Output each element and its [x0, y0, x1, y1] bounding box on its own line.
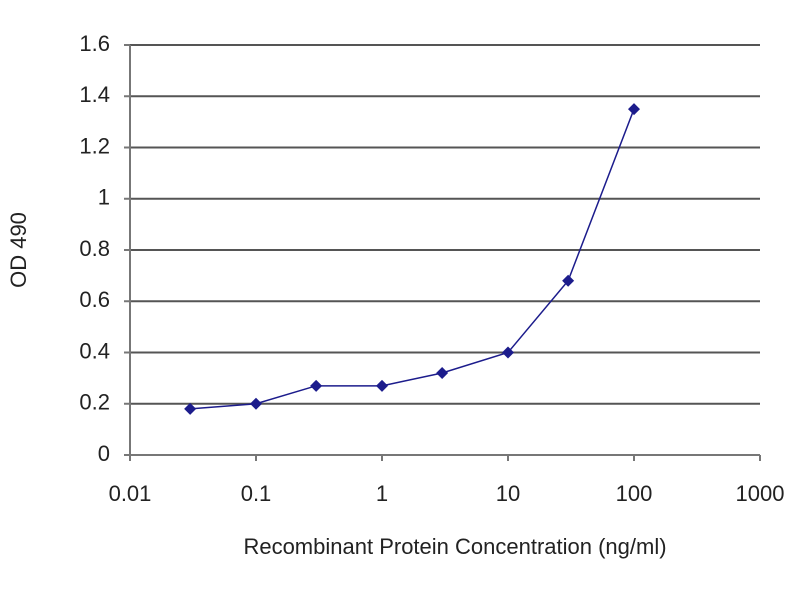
- y-tick-label: 1.6: [79, 31, 110, 56]
- x-tick-label: 100: [616, 481, 653, 506]
- y-tick-label: 1: [98, 185, 110, 210]
- y-tick-label: 0.6: [79, 287, 110, 312]
- data-point: [628, 103, 640, 116]
- x-tick-label: 10: [496, 481, 520, 506]
- x-tick-label: 1000: [736, 481, 785, 506]
- data-point: [184, 402, 197, 415]
- x-tick-label: 0.1: [241, 481, 272, 506]
- y-axis-title: OD 490: [6, 212, 31, 288]
- x-tick-label: 0.01: [109, 481, 152, 506]
- data-line: [190, 108, 635, 410]
- y-tick-label: 1.2: [79, 133, 110, 158]
- x-tick-label: 1: [376, 481, 388, 506]
- data-point: [250, 397, 262, 410]
- y-tick-label: 1.4: [79, 82, 110, 107]
- data-point: [310, 379, 323, 392]
- y-tick-label: 0.4: [79, 338, 110, 363]
- data-point: [436, 367, 449, 379]
- data-point: [376, 379, 388, 392]
- y-tick-label: 0: [98, 441, 110, 466]
- data-point: [502, 346, 514, 359]
- y-tick-label: 0.2: [79, 390, 110, 415]
- data-point: [562, 274, 575, 287]
- x-axis-title: Recombinant Protein Concentration (ng/ml…: [243, 534, 666, 559]
- y-tick-label: 0.8: [79, 236, 110, 261]
